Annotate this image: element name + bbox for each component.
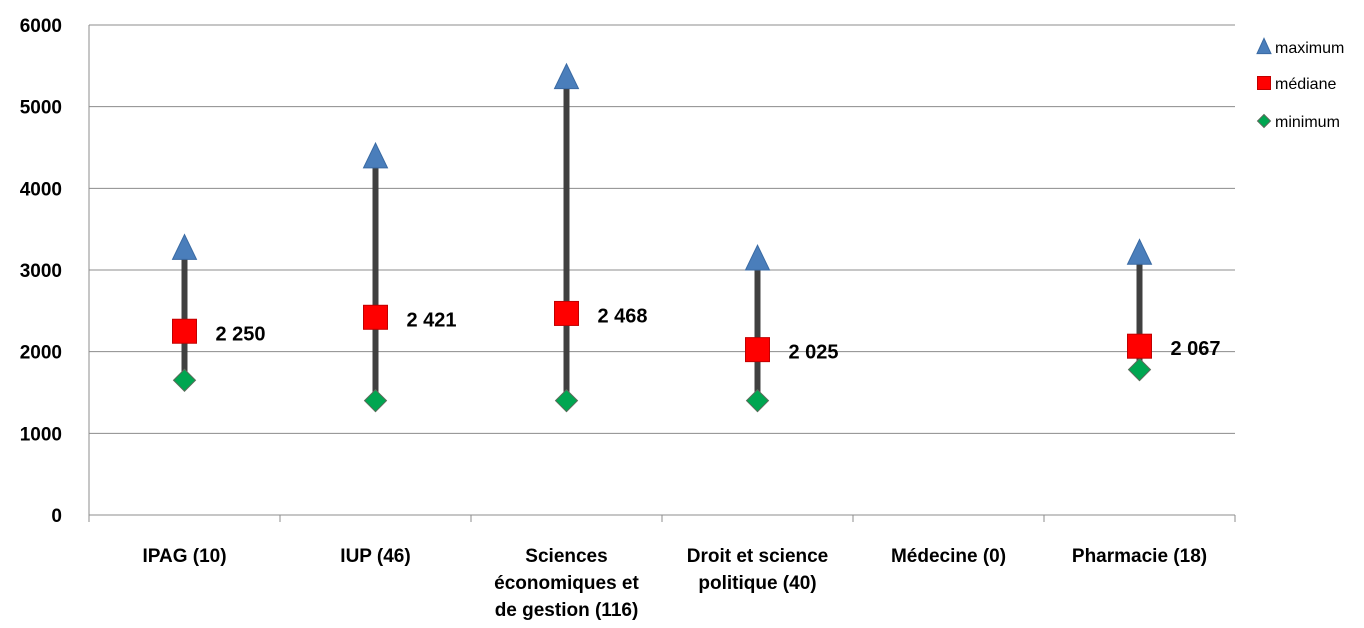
y-tick-label: 1000 — [20, 424, 62, 445]
grid-lines — [89, 24, 1235, 434]
minimum-point — [363, 388, 388, 413]
maximum-point — [553, 62, 580, 90]
mediane-data-label: 2 025 — [789, 342, 839, 364]
x-tick-label: IPAG (10) — [142, 546, 226, 567]
mediane-point — [1127, 333, 1152, 359]
y-tick-label: 6000 — [20, 16, 62, 37]
minimum-point — [172, 368, 197, 392]
maximum-point — [171, 233, 198, 260]
legend-minimum-swatch — [1256, 113, 1272, 129]
minimum-point — [554, 388, 579, 413]
x-tick-label: IUP (46) — [340, 546, 410, 567]
legend-label: minimum — [1275, 114, 1340, 131]
legend-label: maximum — [1275, 40, 1344, 57]
y-tick-label: 0 — [51, 506, 62, 527]
mediane-point — [363, 304, 388, 330]
legend: maximum médiane minimum — [1256, 37, 1344, 131]
y-tick-label: 2000 — [20, 343, 62, 364]
legend-label: médiane — [1275, 76, 1336, 93]
maximum-point — [1126, 238, 1153, 265]
markers — [171, 62, 1153, 413]
x-tick-label: Droit et science politique (40) — [687, 546, 829, 594]
mediane-data-label: 2 421 — [407, 309, 457, 331]
data-labels: 2 250 2 421 2 468 2 025 2 067 — [216, 305, 1221, 363]
mediane-data-label: 2 067 — [1171, 338, 1221, 360]
mediane-data-label: 2 250 — [216, 323, 266, 345]
y-tick-label: 3000 — [20, 261, 62, 282]
y-axis-ticks: 0 1000 2000 3000 4000 5000 6000 — [20, 16, 62, 527]
legend-mediane-swatch — [1257, 76, 1271, 90]
axes — [88, 25, 1236, 522]
y-tick-label: 4000 — [20, 179, 62, 200]
mediane-data-label: 2 468 — [598, 305, 648, 327]
maximum-point — [362, 141, 389, 169]
mediane-point — [554, 300, 579, 326]
x-tick-label: Sciences économiques et de gestion (116) — [494, 546, 639, 621]
legend-maximum-swatch — [1256, 37, 1272, 55]
minimum-point — [745, 388, 770, 413]
x-tick-label: Pharmacie (18) — [1072, 546, 1207, 567]
maximum-point — [744, 244, 771, 271]
minimum-point — [1127, 357, 1152, 382]
mediane-point — [172, 318, 197, 344]
x-tick-label: Médecine (0) — [891, 546, 1006, 567]
y-tick-label: 5000 — [20, 98, 62, 119]
x-axis-categories: IPAG (10) IUP (46) Sciences économiques et d… — [142, 546, 1207, 621]
range-lines — [181, 77, 1143, 401]
mediane-point — [745, 337, 770, 363]
